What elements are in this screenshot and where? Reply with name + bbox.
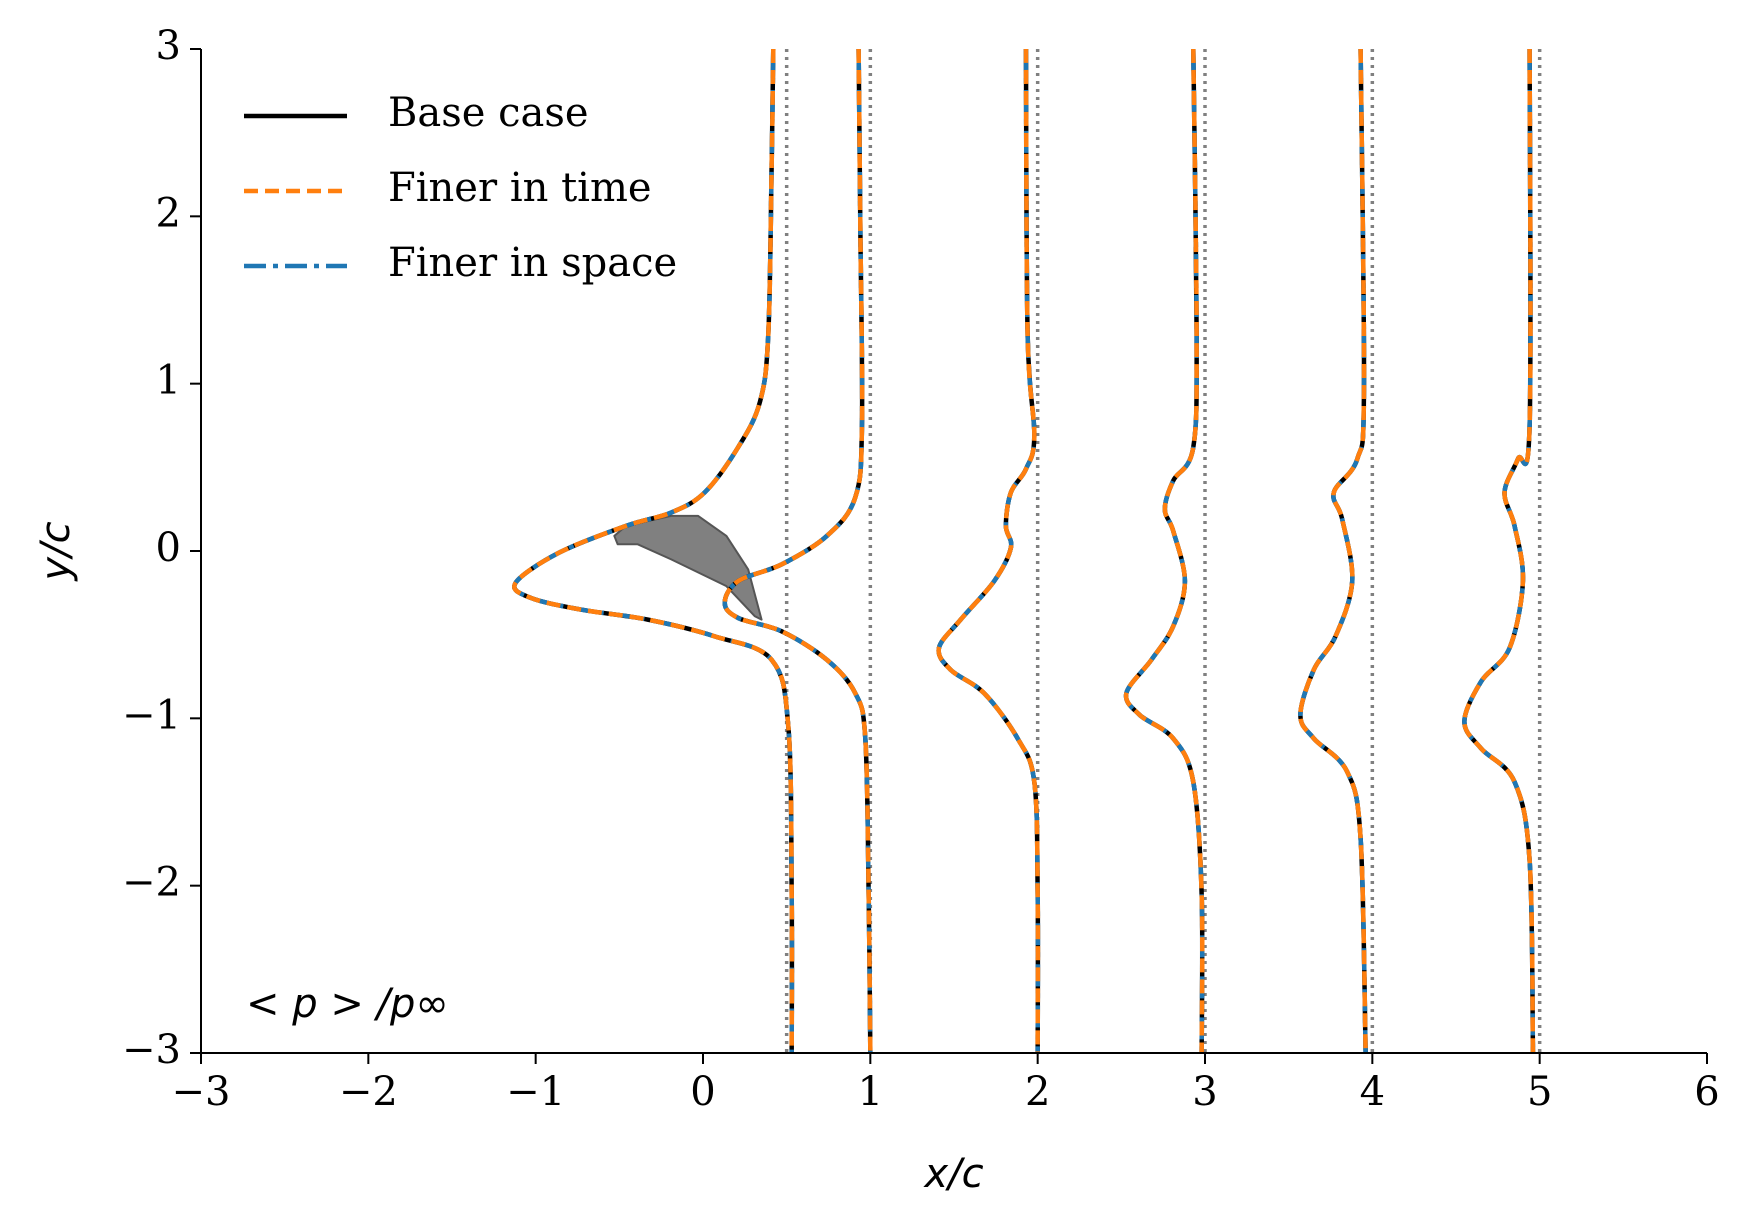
x-tick-label: −3 [172,1069,231,1115]
y-tick-label: −3 [122,1027,181,1073]
x-tick-label: −2 [339,1069,398,1115]
x-tick-label: 2 [1025,1069,1050,1115]
y-tick-label: 3 [156,23,181,69]
legend: Base case Finer in time Finer in space [244,90,677,286]
y-tick-label: −2 [122,860,181,906]
airfoil [613,514,763,621]
y-axis-label: y/c [33,521,79,581]
y-tick-label: 1 [156,358,181,404]
legend-label: Finer in space [388,240,677,286]
legend-label: Finer in time [388,165,652,211]
annotation: < p > /p∞ [246,981,449,1027]
x-tick-label: 6 [1694,1069,1719,1115]
x-axis-label: x/c [922,1151,983,1197]
x-tick-label: 4 [1360,1069,1385,1115]
y-tick-label: 2 [156,190,181,236]
x-tick-label: 3 [1192,1069,1217,1115]
x-tick-label: −1 [506,1069,565,1115]
x-tick-label: 1 [858,1069,883,1115]
x-tick-label: 0 [690,1069,715,1115]
y-tick-label: −1 [122,692,181,738]
legend-label: Base case [388,90,589,136]
x-tick-label: 5 [1527,1069,1552,1115]
y-tick-label: 0 [156,525,181,571]
profile-line [512,48,1536,1054]
